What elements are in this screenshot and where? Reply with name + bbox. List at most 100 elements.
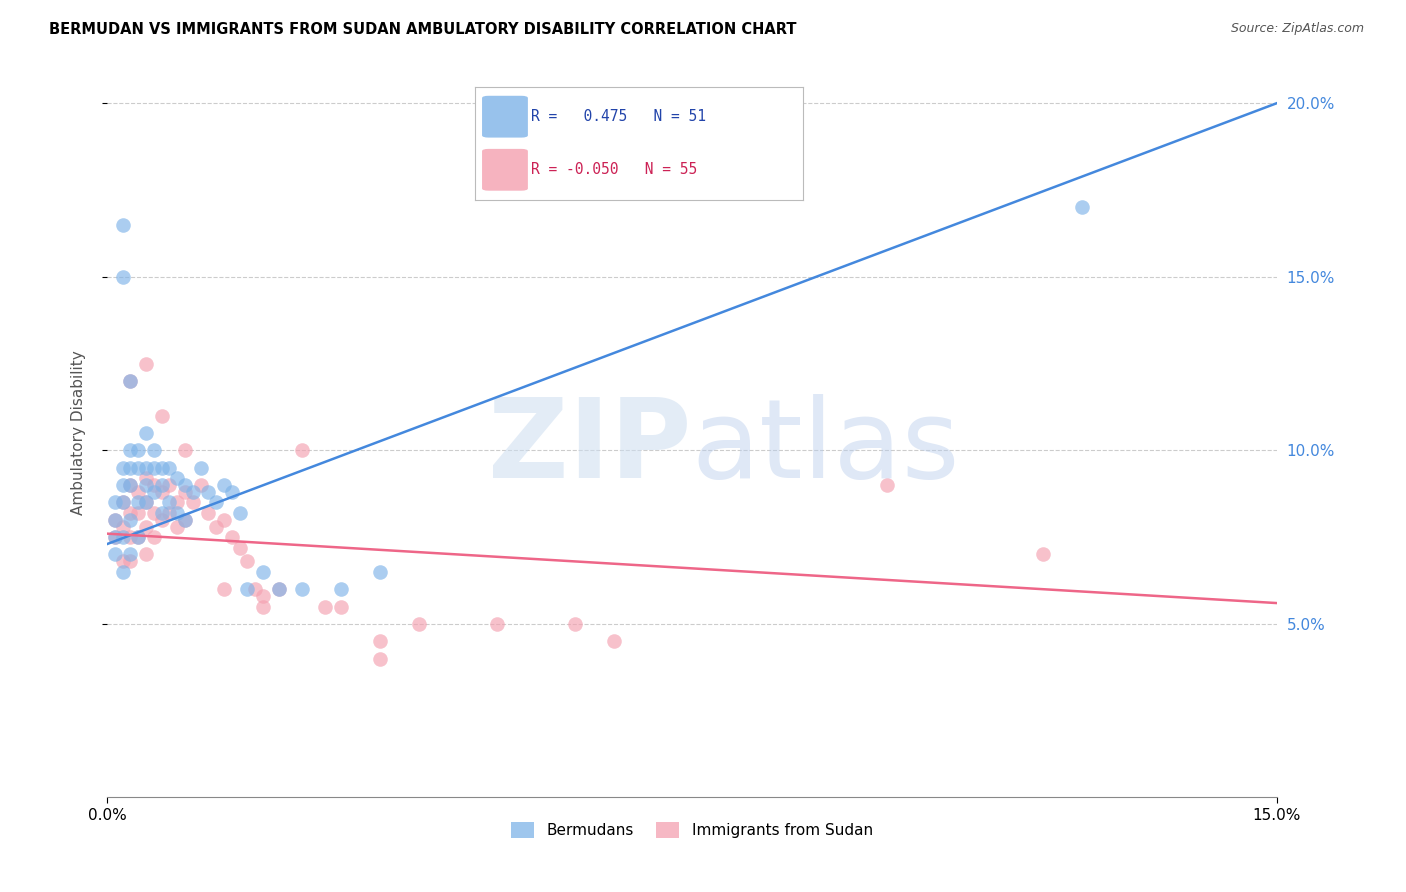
Point: [150, 478, 173, 492]
Point: [212, 478, 235, 492]
Point: [1070, 200, 1092, 214]
Point: [135, 519, 157, 533]
Point: [166, 495, 188, 509]
Point: [291, 582, 314, 597]
Point: [166, 506, 188, 520]
Text: BERMUDAN VS IMMIGRANTS FROM SUDAN AMBULATORY DISABILITY CORRELATION CHART: BERMUDAN VS IMMIGRANTS FROM SUDAN AMBULA…: [49, 22, 797, 37]
Point: [127, 485, 149, 500]
Point: [135, 357, 157, 371]
Point: [228, 506, 250, 520]
Point: [104, 530, 127, 544]
Point: [330, 599, 353, 614]
Point: [166, 519, 188, 533]
Point: [368, 651, 391, 665]
Point: [174, 513, 197, 527]
Point: [150, 460, 173, 475]
Point: [159, 460, 181, 475]
Point: [190, 460, 212, 475]
Text: Source: ZipAtlas.com: Source: ZipAtlas.com: [1230, 22, 1364, 36]
Point: [120, 554, 142, 568]
Point: [485, 616, 508, 631]
Point: [135, 460, 157, 475]
Text: ZIP: ZIP: [488, 394, 692, 501]
Point: [267, 582, 290, 597]
Point: [120, 374, 142, 388]
Point: [104, 495, 127, 509]
Point: [212, 513, 235, 527]
Point: [111, 218, 134, 232]
Point: [228, 541, 250, 555]
Point: [181, 485, 204, 500]
Point: [252, 599, 274, 614]
Point: [120, 443, 142, 458]
Point: [120, 478, 142, 492]
Point: [150, 513, 173, 527]
Point: [368, 634, 391, 648]
Text: atlas: atlas: [692, 394, 960, 501]
Point: [150, 485, 173, 500]
Point: [111, 460, 134, 475]
Point: [252, 589, 274, 603]
Point: [142, 478, 165, 492]
Point: [111, 495, 134, 509]
Point: [120, 478, 142, 492]
Point: [245, 582, 267, 597]
Point: [111, 554, 134, 568]
Point: [564, 616, 586, 631]
Point: [111, 495, 134, 509]
Point: [252, 565, 274, 579]
Point: [120, 506, 142, 520]
Point: [174, 485, 197, 500]
Point: [1032, 548, 1054, 562]
Point: [267, 582, 290, 597]
Point: [120, 530, 142, 544]
Point: [127, 530, 149, 544]
Point: [174, 513, 197, 527]
Point: [159, 495, 181, 509]
Point: [142, 506, 165, 520]
Legend: Bermudans, Immigrants from Sudan: Bermudans, Immigrants from Sudan: [505, 816, 879, 845]
Point: [603, 634, 626, 648]
Point: [197, 485, 219, 500]
Point: [368, 565, 391, 579]
Point: [127, 443, 149, 458]
Point: [111, 519, 134, 533]
Point: [174, 443, 197, 458]
Point: [174, 478, 197, 492]
Point: [127, 530, 149, 544]
Point: [142, 485, 165, 500]
Point: [330, 582, 353, 597]
Point: [111, 565, 134, 579]
Point: [236, 554, 259, 568]
Point: [236, 582, 259, 597]
Point: [127, 506, 149, 520]
Point: [135, 425, 157, 440]
Point: [291, 443, 314, 458]
Point: [190, 478, 212, 492]
Point: [111, 530, 134, 544]
Point: [197, 506, 219, 520]
Point: [221, 530, 243, 544]
Point: [212, 582, 235, 597]
Point: [142, 530, 165, 544]
Point: [120, 548, 142, 562]
Point: [314, 599, 336, 614]
Point: [127, 495, 149, 509]
Point: [181, 495, 204, 509]
Point: [135, 471, 157, 485]
Point: [142, 460, 165, 475]
Point: [205, 519, 228, 533]
Point: [150, 409, 173, 423]
Point: [408, 616, 430, 631]
Point: [120, 374, 142, 388]
Point: [104, 530, 127, 544]
Point: [142, 443, 165, 458]
Point: [111, 478, 134, 492]
Point: [135, 548, 157, 562]
Point: [127, 460, 149, 475]
Point: [159, 506, 181, 520]
Y-axis label: Ambulatory Disability: Ambulatory Disability: [72, 351, 86, 516]
Point: [876, 478, 898, 492]
Point: [104, 513, 127, 527]
Point: [135, 478, 157, 492]
